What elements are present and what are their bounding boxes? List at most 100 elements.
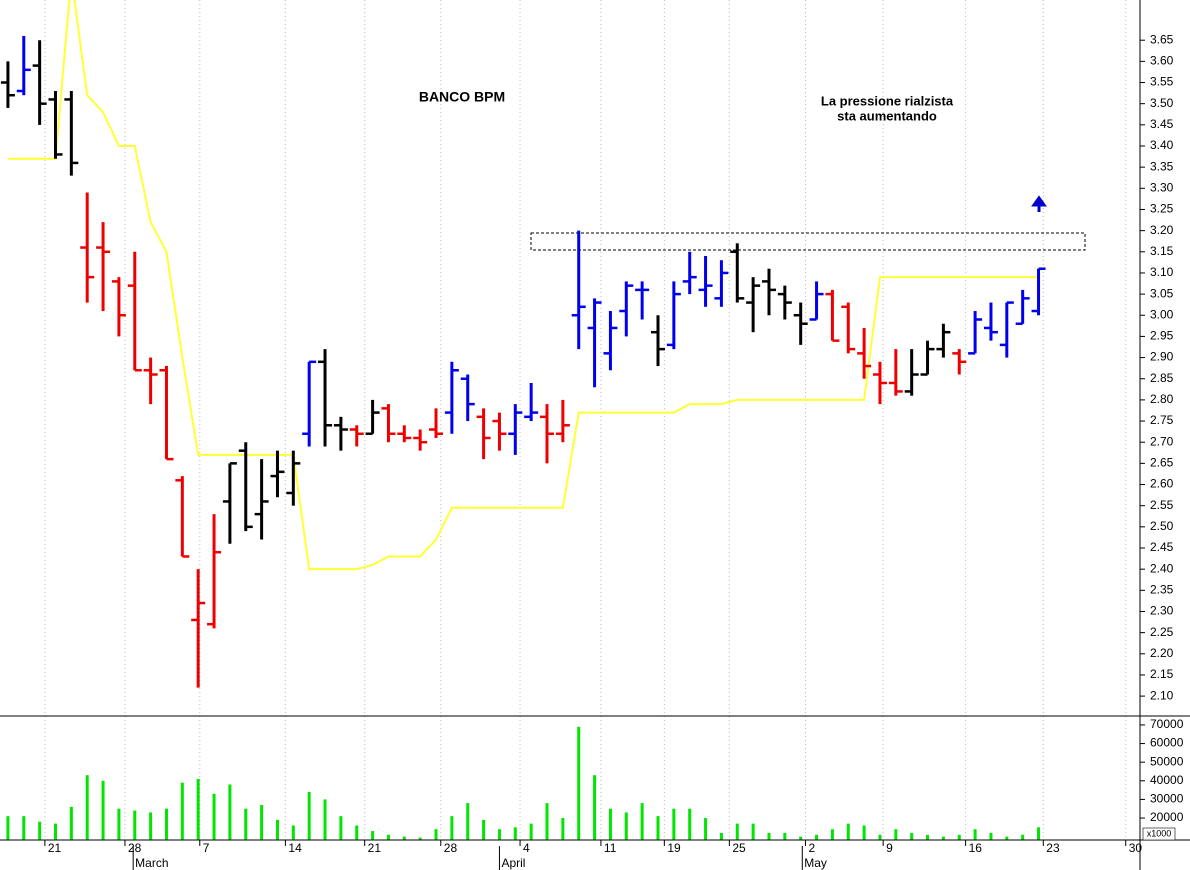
y-tick-label: 2.35 [1150, 582, 1174, 596]
volume-bar [482, 819, 486, 840]
volume-bar [719, 832, 723, 840]
volume-bar [386, 834, 390, 840]
y-tick-label: 2.80 [1150, 392, 1174, 406]
y-tick-label: 40000 [1150, 773, 1184, 787]
volume-bar [291, 825, 295, 840]
volume-bar [6, 816, 10, 840]
month-label: April [501, 856, 525, 870]
y-tick-label: 2.45 [1150, 540, 1174, 554]
y-tick-label: 2.65 [1150, 456, 1174, 470]
volume-bar [69, 806, 73, 840]
volume-bar [38, 821, 42, 840]
x-tick-label: 11 [604, 841, 617, 855]
volume-bar [545, 803, 549, 840]
up-arrow [1031, 195, 1047, 212]
resistance-box [530, 232, 1086, 251]
y-tick-label: 60000 [1150, 736, 1184, 750]
y-tick-label: 2.60 [1150, 477, 1174, 491]
y-tick-label: 2.90 [1150, 350, 1174, 364]
volume-bar [53, 823, 57, 840]
y-tick-label: 3.30 [1150, 180, 1174, 194]
volume-bar [180, 782, 184, 840]
volume-bar [117, 808, 121, 840]
y-tick-label: 30000 [1150, 792, 1184, 806]
volume-bar [957, 834, 961, 840]
volume-bar [1005, 836, 1009, 840]
x-tick-label: 16 [969, 841, 983, 855]
volume-bar [22, 816, 26, 840]
volume-bar [735, 823, 739, 840]
volume-bar [577, 726, 581, 840]
volume-bar [894, 829, 898, 840]
volume-bar [783, 832, 787, 840]
annotation: La pressione rialzista [821, 93, 954, 108]
x-tick-label: 28 [444, 841, 458, 855]
volume-bar [878, 834, 882, 840]
volume-bar [101, 780, 105, 840]
y-tick-label: 50000 [1150, 754, 1184, 768]
volume-plot [6, 726, 1041, 840]
volume-bar [973, 829, 977, 840]
x-tick-label: 7 [203, 841, 210, 855]
x-tick-label: 9 [886, 841, 893, 855]
y-tick-label: 2.70 [1150, 434, 1174, 448]
y-tick-label: 3.10 [1150, 265, 1174, 279]
volume-bar [926, 834, 930, 840]
y-tick-label: 3.25 [1150, 202, 1174, 216]
volume-bar [846, 823, 850, 840]
volume-bar [767, 832, 771, 840]
y-tick-label: 2.10 [1150, 688, 1174, 702]
volume-bar [164, 808, 168, 840]
y-tick-label: 2.95 [1150, 329, 1174, 343]
x-tick-label: 2 [808, 841, 815, 855]
y-tick-label: 3.45 [1150, 117, 1174, 131]
x-tick-label: 4 [523, 841, 530, 855]
volume-bar [640, 803, 644, 840]
volume-bar [212, 793, 216, 840]
volume-bar [402, 836, 406, 840]
volume-bar [355, 825, 359, 840]
x-tick-label: 25 [732, 841, 746, 855]
volume-bar [989, 832, 993, 840]
volume-bar [260, 804, 264, 840]
volume-bar [1037, 827, 1041, 840]
volume-bar [815, 834, 819, 840]
y-tick-label: 2.50 [1150, 519, 1174, 533]
volume-bar [497, 829, 501, 840]
x-tick-label: 28 [128, 841, 142, 855]
volume-bar [133, 810, 137, 840]
volume-bar [656, 816, 660, 840]
volume-bar [529, 823, 533, 840]
unit-label: x1000 [1147, 828, 1172, 838]
volume-bar [672, 808, 676, 840]
y-tick-label: 3.05 [1150, 286, 1174, 300]
volume-bar [149, 812, 153, 840]
x-tick-label: 23 [1046, 841, 1060, 855]
volume-bar [751, 823, 755, 840]
volume-bar [85, 775, 89, 840]
volume-bar [862, 825, 866, 840]
volume-bar [561, 818, 565, 840]
y-tick-label: 2.25 [1150, 625, 1174, 639]
volume-bar [228, 784, 232, 840]
chart-title: BANCO BPM [419, 89, 505, 105]
price-plot [0, 0, 1046, 688]
volume-bar [941, 836, 945, 840]
y-tick-label: 3.65 [1150, 32, 1174, 46]
volume-bar [608, 808, 612, 840]
x-tick-label: 21 [368, 841, 382, 855]
y-tick-label: 3.50 [1150, 96, 1174, 110]
volume-bar [910, 832, 914, 840]
volume-bar [418, 837, 422, 840]
y-tick-label: 3.15 [1150, 244, 1174, 258]
volume-bar [307, 791, 311, 840]
y-tick-label: 2.20 [1150, 646, 1174, 660]
volume-bar [450, 816, 454, 840]
volume-bar [434, 829, 438, 840]
y-tick-label: 2.15 [1150, 667, 1174, 681]
volume-bar [466, 803, 470, 840]
volume-bar [593, 775, 597, 840]
